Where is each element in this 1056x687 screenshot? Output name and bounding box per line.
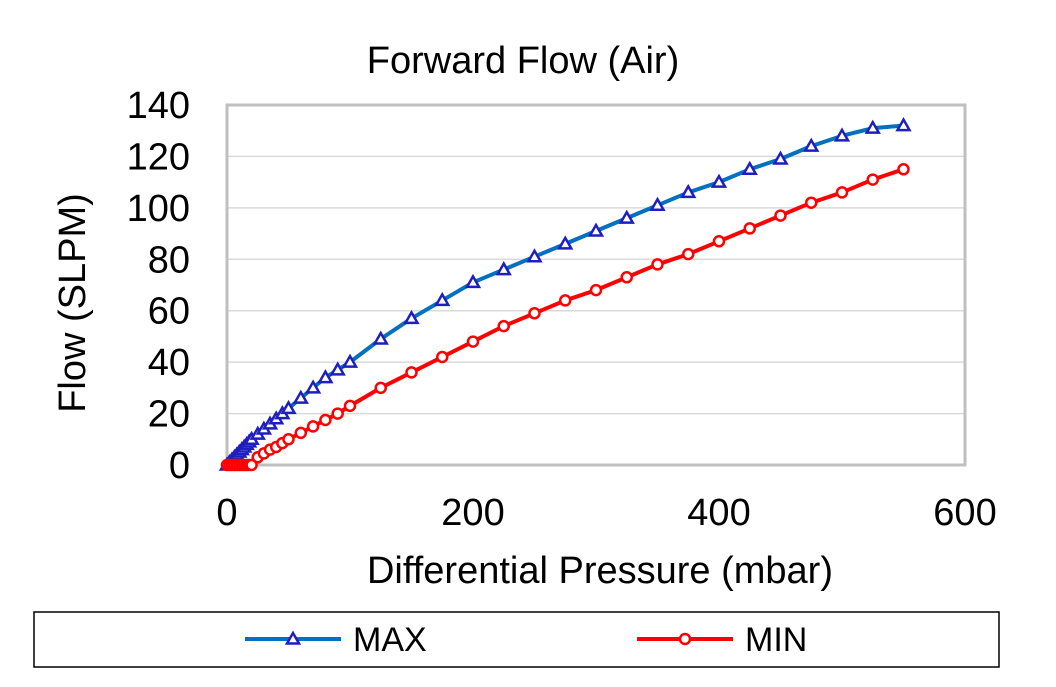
y-tick-label: 40 xyxy=(148,342,190,384)
legend-marker xyxy=(678,632,692,646)
data-point xyxy=(436,350,449,364)
data-point xyxy=(710,173,728,188)
x-tick-label: 0 xyxy=(216,492,237,534)
data-point xyxy=(319,413,332,427)
data-point xyxy=(649,196,666,212)
legend-item-min: MIN xyxy=(637,621,807,659)
data-point xyxy=(835,186,849,199)
y-tick-label: 100 xyxy=(127,188,190,230)
data-point xyxy=(372,330,389,345)
y-tick-label: 140 xyxy=(127,85,190,127)
y-tick-label: 20 xyxy=(148,394,190,436)
data-point xyxy=(833,127,851,142)
data-point xyxy=(306,420,320,433)
data-point xyxy=(282,433,295,446)
data-point xyxy=(292,389,309,404)
data-point xyxy=(464,273,482,289)
data-point xyxy=(403,309,420,325)
data-point xyxy=(682,247,695,261)
y-tick-label: 80 xyxy=(148,239,190,281)
data-point xyxy=(317,369,334,384)
data-point xyxy=(680,183,697,199)
y-tick-label: 120 xyxy=(127,136,190,178)
series-min xyxy=(220,163,910,472)
data-point xyxy=(620,271,633,284)
y-tick-labels: 0 20 40 60 80 100 120 140 xyxy=(127,85,190,487)
y-tick-label: 0 xyxy=(169,445,190,487)
legend-item-max: MAX xyxy=(245,621,427,659)
data-point xyxy=(495,261,512,276)
chart-title: Forward Flow (Air) xyxy=(367,40,679,82)
legend-marker xyxy=(284,630,302,645)
data-point xyxy=(772,150,789,165)
data-point xyxy=(559,294,572,307)
data-point xyxy=(434,291,451,307)
legend-label: MIN xyxy=(745,621,807,659)
plot-area-frame xyxy=(225,103,967,467)
data-point xyxy=(405,366,418,379)
legend: MAX MIN xyxy=(33,611,1000,668)
x-tick-labels: 0 200 400 600 xyxy=(216,492,996,534)
data-point xyxy=(331,407,344,420)
data-point xyxy=(741,160,758,176)
data-point xyxy=(374,381,387,395)
data-point xyxy=(294,426,308,440)
legend-box xyxy=(33,611,1000,668)
data-point xyxy=(343,399,357,413)
data-point xyxy=(774,209,787,222)
data-point xyxy=(805,196,818,209)
data-point xyxy=(712,235,726,248)
data-point xyxy=(466,335,480,348)
data-point xyxy=(245,458,258,472)
data-point xyxy=(651,258,664,271)
y-tick-label: 60 xyxy=(148,291,190,333)
data-point xyxy=(497,319,510,333)
legend-label: MAX xyxy=(353,621,427,659)
data-point xyxy=(280,399,297,415)
data-point xyxy=(864,119,881,134)
data-point xyxy=(557,235,574,250)
data-point xyxy=(618,209,635,224)
data-point xyxy=(587,222,605,237)
data-point xyxy=(341,353,359,368)
data-point xyxy=(895,117,912,132)
series-layer xyxy=(218,117,912,472)
data-point xyxy=(866,173,879,186)
data-point xyxy=(528,307,541,320)
data-point xyxy=(803,137,820,152)
data-point xyxy=(589,283,603,297)
data-point xyxy=(897,163,910,176)
data-point xyxy=(743,222,756,235)
x-tick-label: 600 xyxy=(933,492,996,534)
data-point xyxy=(526,248,543,263)
y-axis-label: Flow (SLPM) xyxy=(52,193,94,413)
x-tick-label: 400 xyxy=(687,492,750,534)
data-point xyxy=(329,361,346,376)
x-axis-label: Differential Pressure (mbar) xyxy=(367,550,833,592)
x-tick-label: 200 xyxy=(441,492,504,534)
data-point xyxy=(304,379,322,394)
